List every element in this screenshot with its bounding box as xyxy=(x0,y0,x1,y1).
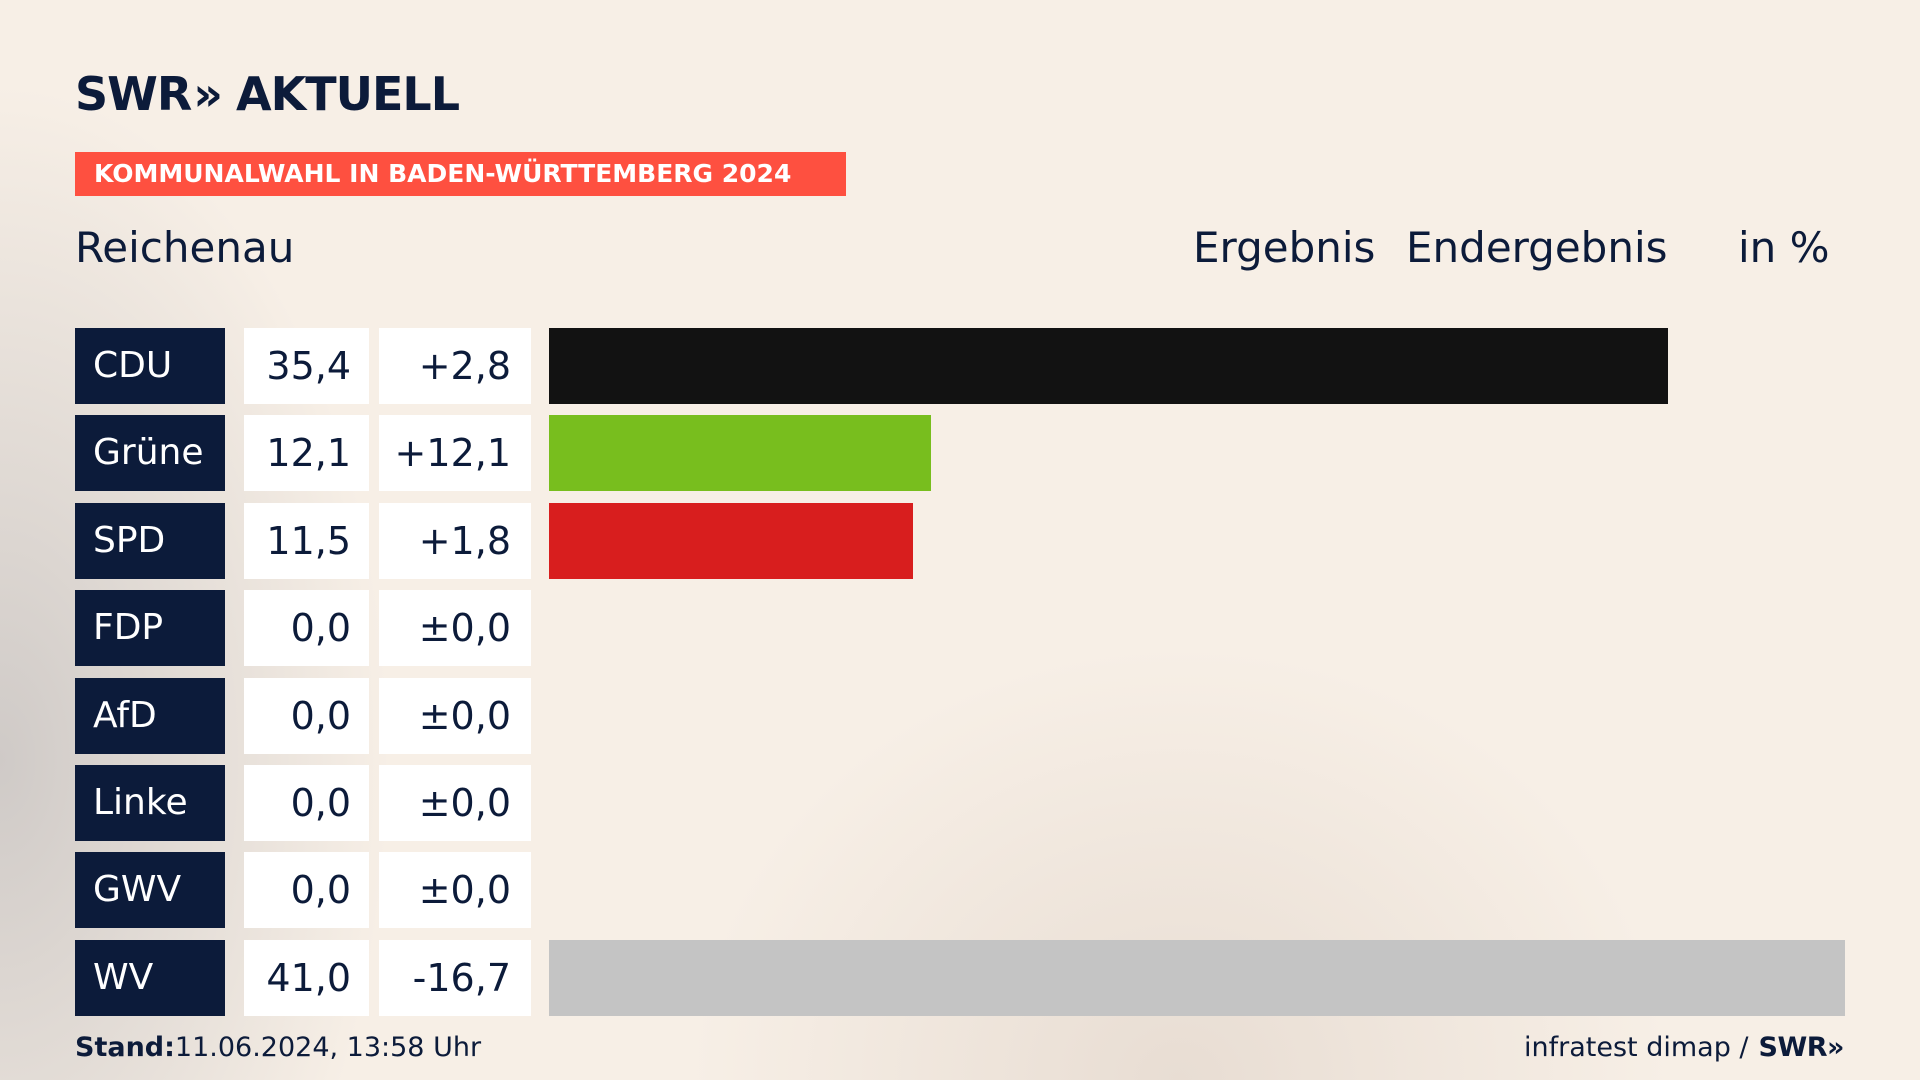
table-row: GWV 0,0 ±0,0 xyxy=(75,852,1845,929)
table-row: SPD 11,5 +1,8 xyxy=(75,502,1845,579)
stand-label: Stand: xyxy=(75,1032,175,1063)
table-row: AfD 0,0 ±0,0 xyxy=(75,677,1845,754)
value-label: 0,0 xyxy=(244,677,369,754)
column-header-endergebnis: Endergebnis xyxy=(1406,223,1668,272)
diff-label: ±0,0 xyxy=(379,677,531,754)
election-banner: KOMMUNALWAHL IN BADEN-WÜRTTEMBERG 2024 xyxy=(75,152,846,196)
stand-value: 11.06.2024, 13:58 Uhr xyxy=(174,1032,482,1063)
table-row: FDP 0,0 ±0,0 xyxy=(75,590,1845,667)
source-text: infratest dimap / xyxy=(1524,1032,1749,1063)
party-label: WV xyxy=(75,939,225,1016)
party-label: CDU xyxy=(75,328,225,404)
value-label: 35,4 xyxy=(244,328,369,404)
swr-aktuell-logo: SWR» AKTUELL xyxy=(75,67,460,121)
value-label: 41,0 xyxy=(244,939,369,1016)
diff-label: +1,8 xyxy=(379,502,531,579)
diff-label: ±0,0 xyxy=(379,765,531,841)
party-label: GWV xyxy=(75,852,225,929)
swr-small-logo: SWR» xyxy=(1758,1032,1845,1063)
place-title: Reichenau xyxy=(75,223,295,272)
diff-label: +2,8 xyxy=(379,328,531,404)
value-label: 0,0 xyxy=(244,765,369,841)
bar-grüne xyxy=(549,415,932,492)
table-row: Linke 0,0 ±0,0 xyxy=(75,765,1845,841)
timestamp: Stand:11.06.2024, 13:58 Uhr xyxy=(75,1030,481,1066)
column-header-ergebnis: Ergebnis xyxy=(1193,223,1376,272)
value-label: 0,0 xyxy=(244,590,369,667)
party-label: AfD xyxy=(75,677,225,754)
diff-label: +12,1 xyxy=(379,415,531,492)
table-row: WV 41,0 -16,7 xyxy=(75,939,1845,1016)
table-row: Grüne 12,1 +12,1 xyxy=(75,415,1845,492)
value-label: 12,1 xyxy=(244,415,369,492)
logo-aktuell: AKTUELL xyxy=(236,67,460,121)
source-credit: infratest dimap / SWR» xyxy=(1524,1030,1844,1066)
diff-label: ±0,0 xyxy=(379,852,531,929)
party-label: SPD xyxy=(75,502,225,579)
diff-label: -16,7 xyxy=(379,939,531,1016)
bar-wv xyxy=(549,939,1845,1016)
bar-cdu xyxy=(549,328,1668,404)
party-label: FDP xyxy=(75,590,225,667)
diff-label: ±0,0 xyxy=(379,590,531,667)
bar-spd xyxy=(549,502,913,579)
table-row: CDU 35,4 +2,8 xyxy=(75,328,1845,404)
party-label: Grüne xyxy=(75,415,225,492)
value-label: 11,5 xyxy=(244,502,369,579)
party-label: Linke xyxy=(75,765,225,841)
column-header-unit: in % xyxy=(1738,223,1830,272)
logo-chevron-icon: » xyxy=(193,67,223,121)
logo-swr: SWR xyxy=(75,67,192,121)
value-label: 0,0 xyxy=(244,852,369,929)
